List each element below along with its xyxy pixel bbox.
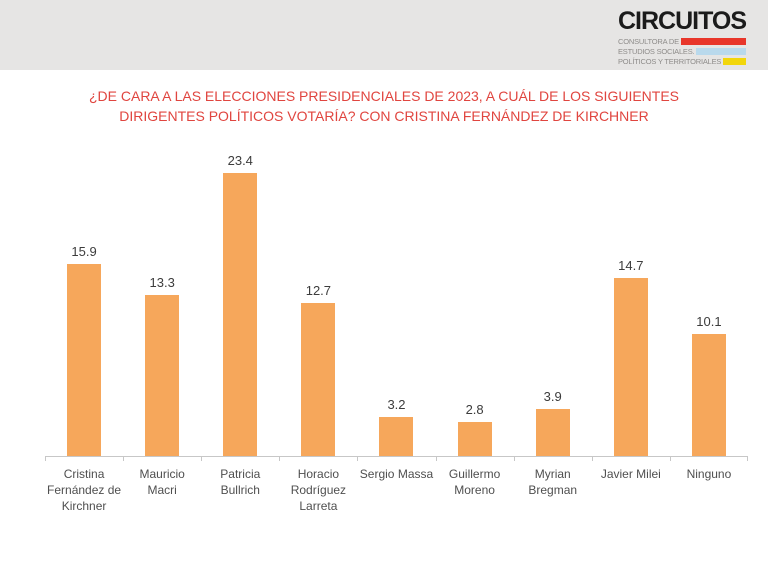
- header-band: CIRCUITOS CONSULTORA DE ESTUDIOS SOCIALES…: [0, 0, 768, 70]
- value-label: 13.3: [149, 275, 175, 291]
- bar-chart: 15.9 13.3 23.4 12.7 3.2 2.8 3.9 14.7 10.1 Cristi…: [45, 138, 748, 515]
- axis-tick: [45, 456, 46, 461]
- bar-slot: 3.2: [357, 138, 435, 456]
- bar: [67, 263, 102, 456]
- value-label: 10.1: [696, 314, 722, 329]
- category-label: Patricia Bullrich: [220, 467, 261, 498]
- logo-brand-text: CIRCUITOS: [618, 7, 747, 35]
- bar: [145, 295, 180, 456]
- bar-slot: 3.9: [514, 138, 592, 456]
- bar: [379, 417, 414, 456]
- category-label: Cristina Fernández de Kirchner: [47, 467, 122, 514]
- bar: [691, 334, 726, 456]
- axis-tick: [513, 456, 515, 461]
- logo-tagline-text: ESTUDIOS SOCIALES.: [618, 46, 695, 56]
- axis-tick: [669, 456, 671, 461]
- logo-tagline-row: POLÍTICOS Y TERRITORIALES: [618, 56, 746, 66]
- category-label: Mauricio Macri: [139, 467, 185, 498]
- axis-tick: [123, 456, 125, 461]
- bar-slot: 13.3: [123, 138, 201, 456]
- axis-tick: [357, 456, 359, 461]
- category-label: Myrian Bregman: [528, 467, 578, 498]
- category-label: Ninguno: [686, 467, 732, 481]
- logo-tagline-text: CONSULTORA DE: [618, 36, 679, 46]
- axis-tick: [279, 456, 281, 461]
- axis-tick: [435, 456, 437, 461]
- value-label: 23.4: [227, 153, 253, 169]
- bar: [223, 173, 258, 456]
- chart-title: ¿DE CARA A LAS ELECCIONES PRESIDENCIALES…: [88, 88, 680, 125]
- bar-slot: 14.7: [592, 138, 670, 456]
- bar-slot: 10.1: [670, 138, 748, 456]
- axis-tick: [747, 456, 748, 461]
- circuitos-logo: CIRCUITOS CONSULTORA DE ESTUDIOS SOCIALES…: [618, 7, 747, 66]
- category-label: Sergio Massa: [359, 467, 434, 481]
- bar-slot: 12.7: [279, 138, 357, 456]
- axis-tick: [201, 456, 203, 461]
- logo-tagline-row: CONSULTORA DE: [618, 36, 746, 46]
- category-label: Guillermo Moreno: [448, 467, 501, 498]
- plot-area: 15.9 13.3 23.4 12.7 3.2 2.8 3.9 14.7 10.1: [45, 138, 748, 456]
- value-label: 14.7: [618, 258, 644, 274]
- logo-accent-bar: [696, 47, 746, 55]
- bar-slot: 2.8: [436, 138, 514, 456]
- bar: [457, 422, 492, 456]
- value-label: 15.9: [71, 243, 97, 259]
- value-label: 2.8: [465, 402, 484, 418]
- bar: [613, 278, 648, 456]
- x-axis-line: [45, 456, 748, 461]
- value-label: 3.9: [543, 388, 562, 404]
- bar: [535, 408, 570, 456]
- logo-tagline-row: ESTUDIOS SOCIALES.: [618, 46, 746, 56]
- logo-accent-bar: [680, 37, 746, 45]
- category-label: Horacio Rodríguez Larreta: [290, 467, 347, 514]
- value-label: 3.2: [387, 397, 406, 413]
- bar: [301, 302, 336, 456]
- value-label: 12.7: [305, 282, 332, 298]
- axis-tick: [591, 456, 593, 461]
- logo-taglines: CONSULTORA DE ESTUDIOS SOCIALES. POLÍTICOS…: [618, 36, 746, 66]
- logo-tagline-text: POLÍTICOS Y TERRITORIALES: [618, 56, 722, 66]
- category-labels-row: Cristina Fernández de Kirchner Mauricio M…: [45, 466, 748, 515]
- logo-accent-bar: [723, 57, 746, 65]
- category-label: Javier Milei: [600, 467, 661, 481]
- bar-slot: 15.9: [45, 138, 123, 456]
- bar-slot: 23.4: [201, 138, 279, 456]
